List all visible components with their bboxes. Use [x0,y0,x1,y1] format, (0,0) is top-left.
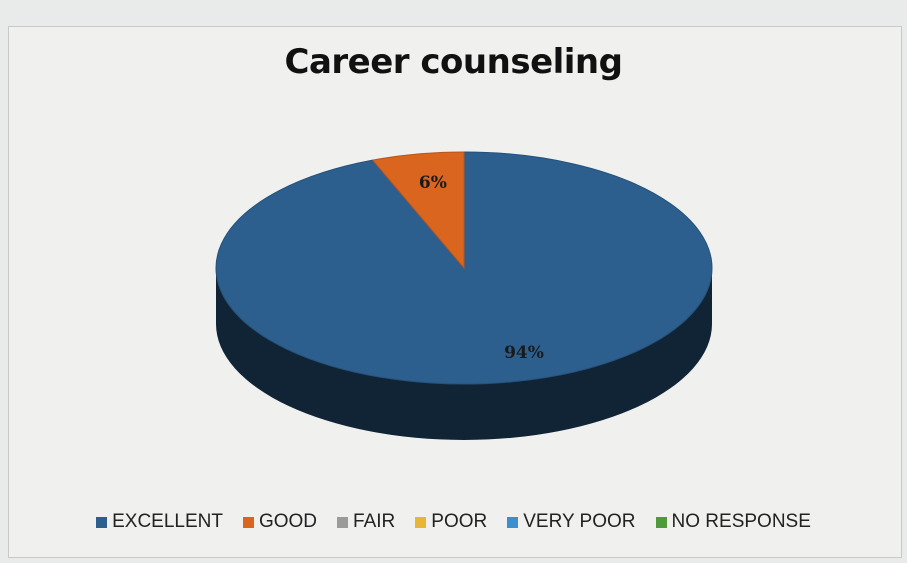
legend-item-very-poor: VERY POOR [507,511,636,533]
legend-item-no-response: NO RESPONSE [655,511,811,533]
legend-swatch [655,516,667,528]
legend-swatch [337,516,349,528]
chart-title: Career counseling [284,42,623,82]
data-label-excellent: 94% [504,343,544,363]
legend-item-poor: POOR [415,511,487,533]
legend-label: EXCELLENT [112,511,223,532]
legend-swatch [96,516,108,528]
data-label-good: 6% [419,173,447,193]
legend-swatch [415,516,427,528]
pie-side-excellent [216,268,712,440]
legend-item-good: GOOD [242,511,318,533]
legend-label: VERY POOR [523,511,636,532]
legend-item-fair: FAIR [337,511,395,533]
legend-swatch [242,516,254,528]
legend-item-excellent: EXCELLENT [96,511,223,533]
chart-legend: EXCELLENT GOOD FAIR POOR VERY POOR NO RESPONS… [0,511,907,533]
pie-slice-good [371,151,465,270]
legend-label: GOOD [258,511,318,532]
legend-swatch [507,516,519,528]
legend-label: POOR [431,511,488,532]
legend-label: NO RESPONSE [671,511,811,532]
legend-label: FAIR [353,511,396,532]
